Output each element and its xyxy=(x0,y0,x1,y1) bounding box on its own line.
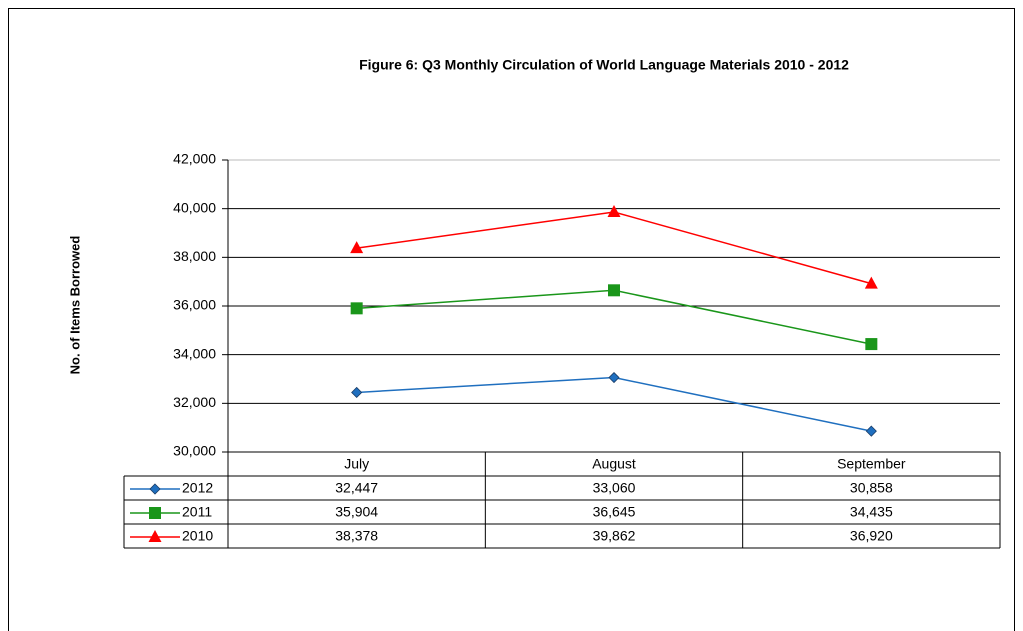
data-label: 32,447 xyxy=(335,480,378,496)
legend-marker xyxy=(148,530,162,542)
data-label: 36,920 xyxy=(850,528,893,544)
marker xyxy=(350,302,363,315)
y-tick-label: 38,000 xyxy=(173,248,216,264)
x-tick-label: August xyxy=(592,456,636,472)
series-line xyxy=(356,376,872,432)
marker xyxy=(350,241,364,254)
marker xyxy=(865,425,877,437)
y-tick-label: 36,000 xyxy=(173,297,216,313)
legend-marker xyxy=(149,483,161,495)
marker xyxy=(608,284,620,297)
data-label: 35,904 xyxy=(335,504,378,520)
y-tick-label: 34,000 xyxy=(173,345,216,361)
legend-label: 2011 xyxy=(182,504,212,520)
marker xyxy=(865,338,878,351)
marker xyxy=(607,205,621,218)
data-label: 34,435 xyxy=(850,504,893,520)
marker xyxy=(351,386,363,399)
data-label: 36,645 xyxy=(593,504,636,520)
legend-label: 2010 xyxy=(182,528,213,544)
chart-title: Figure 6: Q3 Monthly Circulation of Worl… xyxy=(359,57,849,73)
legend-marker xyxy=(149,507,161,519)
marker xyxy=(608,371,620,384)
x-tick-label: July xyxy=(344,456,369,472)
legend-label: 2012 xyxy=(182,480,213,496)
x-tick-label: September xyxy=(837,456,906,472)
data-label: 39,862 xyxy=(593,528,636,544)
y-tick-label: 32,000 xyxy=(173,394,216,410)
data-label: 30,858 xyxy=(850,480,893,496)
y-axis-title: No. of Items Borrowed xyxy=(67,236,82,375)
series-line xyxy=(356,211,872,285)
chart-border xyxy=(8,8,1015,631)
marker xyxy=(864,276,878,289)
y-tick-label: 40,000 xyxy=(173,199,216,215)
data-label: 38,378 xyxy=(335,528,378,544)
data-label: 33,060 xyxy=(593,480,636,496)
series-line xyxy=(356,289,872,345)
y-tick-label: 42,000 xyxy=(173,151,216,167)
y-tick-label: 30,000 xyxy=(173,443,216,459)
